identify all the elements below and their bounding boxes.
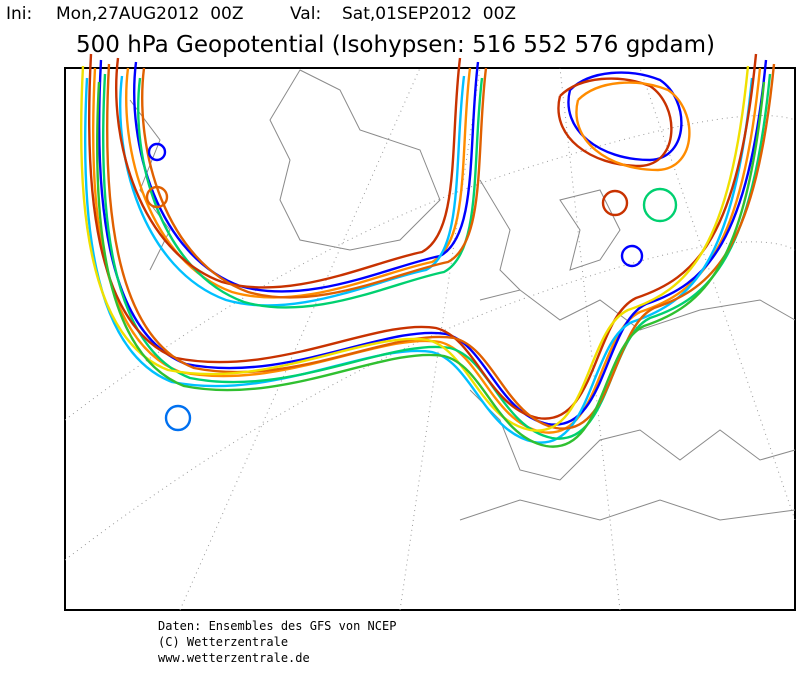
isohypse-ensemble (79, 52, 776, 448)
isohypse-loop (601, 189, 629, 217)
valid-label: Val: (290, 4, 322, 24)
footer-line: Daten: Ensembles des GFS von NCEP (158, 619, 397, 633)
isohypse-loop (145, 185, 169, 209)
valid-time: Sat,01SEP2012 00Z (342, 4, 517, 24)
graticule (64, 67, 796, 611)
isohypse-loop (642, 187, 678, 223)
init-time: Mon,27AUG2012 00Z (56, 4, 244, 24)
isohypse-loop (164, 404, 192, 432)
map-frame (64, 67, 796, 611)
isohypse-loop (620, 244, 644, 268)
map-title: 500 hPa Geopotential (Isohypsen: 516 552… (76, 32, 715, 58)
init-label: Ini: (6, 4, 33, 24)
footer-line: www.wetterzentrale.de (158, 651, 310, 665)
footer-line: (C) Wetterzentrale (158, 635, 289, 649)
isohypse-loop (147, 142, 167, 162)
